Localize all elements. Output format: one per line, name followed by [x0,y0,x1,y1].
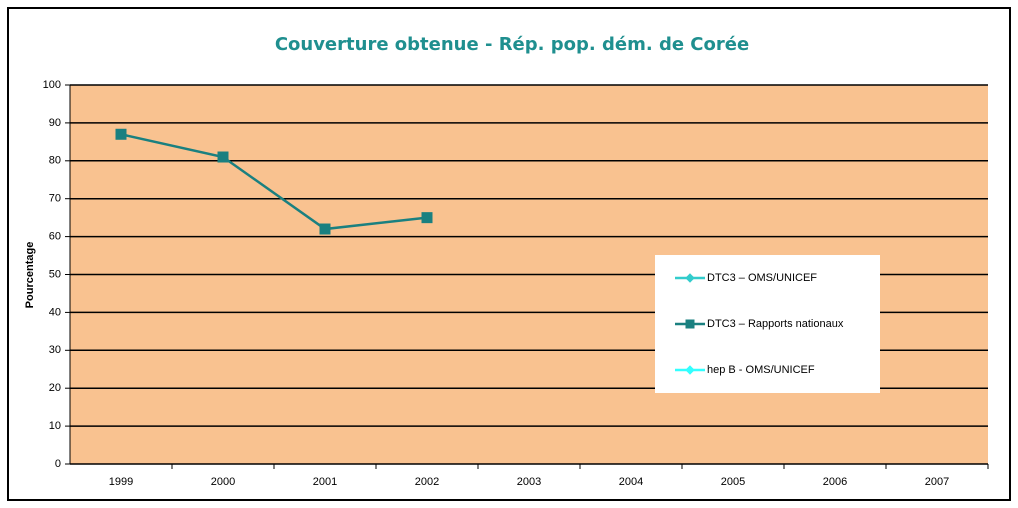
x-tick-label: 2003 [517,476,541,488]
legend-marker [685,273,695,283]
y-tick-label: 10 [49,420,61,432]
y-tick-label: 90 [49,117,61,129]
x-tick-label: 2000 [211,476,235,488]
x-tick-label: 2001 [313,476,337,488]
x-tick-label: 2004 [619,476,643,488]
x-tick-label: 1999 [109,476,133,488]
series-line [120,133,428,231]
data-point [421,212,433,224]
data-point [115,128,127,140]
legend-label: DTC3 – Rapports nationaux [707,318,844,330]
y-tick-label: 20 [49,382,61,394]
y-tick-label: 50 [49,268,61,280]
x-tick-label: 2002 [415,476,439,488]
y-axis-label: Pourcentage [24,242,36,309]
y-tick-label: 80 [49,155,61,167]
data-point [217,151,229,163]
legend-marker [685,319,695,329]
y-tick-label: 100 [43,79,61,91]
x-tick-label: 2005 [721,476,745,488]
y-tick-label: 40 [49,306,61,318]
data-point [319,223,331,235]
y-tick-label: 0 [55,458,61,470]
x-tick-label: 2007 [925,476,949,488]
chart-title: Couverture obtenue - Rép. pop. dém. de C… [275,34,749,55]
legend-label: hep B - OMS/UNICEF [707,364,815,376]
y-tick-label: 30 [49,344,61,356]
legend-marker [685,365,695,375]
y-tick-label: 70 [49,193,61,205]
legend-label: DTC3 – OMS/UNICEF [707,272,817,284]
x-tick-label: 2006 [823,476,847,488]
y-tick-label: 60 [49,231,61,243]
